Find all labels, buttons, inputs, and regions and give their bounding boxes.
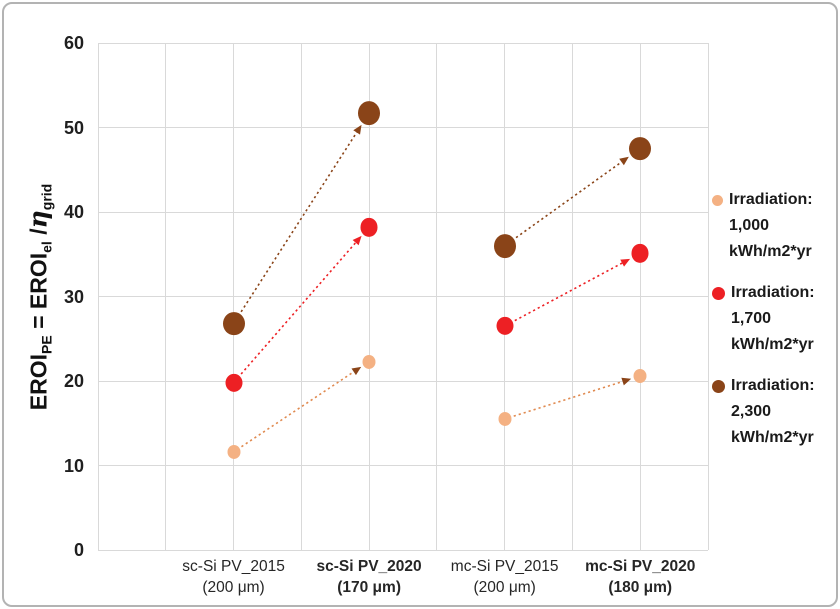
legend-label-1: Irradiation: 1,700 kWh/m2*yr	[731, 280, 815, 358]
data-point-s2-c2	[493, 233, 516, 258]
data-point-s1-c1	[360, 218, 378, 237]
h-gridline-50	[98, 127, 708, 128]
legend-label-line: Irradiation:	[729, 191, 813, 208]
data-point-s1-c0	[225, 373, 243, 392]
arrow-head-3	[620, 258, 631, 267]
v-gridline-8	[639, 43, 641, 550]
h-gridline-20	[98, 380, 708, 382]
legend-label-line: kWh/m2*yr	[729, 243, 812, 260]
data-point-s2-c3	[629, 136, 652, 161]
plot-area	[97, 42, 709, 551]
arrow-line-5	[515, 159, 625, 239]
arrow-head-1	[621, 377, 632, 386]
legend-label-line: kWh/m2*yr	[731, 336, 814, 353]
arrow-head-5	[619, 156, 629, 166]
h-gridline-10	[98, 465, 708, 466]
legend-label-0: Irradiation: 1,000 kWh/m2*yr	[729, 187, 813, 265]
x-category-label-1: sc-Si PV_2020 (170 μm)	[284, 556, 454, 598]
legend-label-2: Irradiation: 2,300 kWh/m2*yr	[731, 373, 815, 451]
x-category-line2: (200 μm)	[202, 579, 265, 596]
y-axis-title-part: el	[38, 241, 55, 253]
h-gridline-0	[98, 549, 708, 551]
h-gridline-30	[98, 296, 708, 297]
x-category-label-0: sc-Si PV_2015 (200 μm)	[149, 556, 319, 598]
y-axis-title-part: PE	[38, 335, 55, 355]
data-point-s0-c0	[227, 444, 241, 459]
legend: Irradiation: 1,000 kWh/m2*yr Irradiation: 1,…	[705, 0, 838, 609]
x-category-label-2: mc-Si PV_2015 (200 μm)	[420, 556, 590, 598]
arrow-line-2	[240, 239, 359, 375]
v-gridline-3	[300, 43, 302, 550]
legend-marker-icon-0	[712, 194, 723, 206]
y-tick-label-60: 60	[63, 33, 84, 53]
arrow-head-4	[353, 124, 362, 135]
x-category-line2: (200 μm)	[473, 579, 536, 596]
data-point-s2-c0	[222, 311, 245, 336]
x-category-line1: sc-Si PV_2020	[316, 558, 422, 575]
arrow-line-3	[514, 260, 626, 322]
arrow-head-0	[351, 366, 362, 376]
legend-entry-2: Irradiation: 2,300 kWh/m2*yr	[712, 373, 815, 451]
v-gridline-7	[571, 43, 573, 550]
v-gridline-2	[233, 43, 235, 550]
y-axis-title-part: /	[25, 228, 52, 242]
data-point-s1-c2	[496, 316, 514, 336]
data-point-s2-c1	[358, 101, 381, 125]
x-category-line2: (180 μm)	[608, 579, 673, 596]
x-category-line2: (170 μm)	[337, 579, 401, 596]
legend-label-line: Irradiation:	[731, 284, 815, 301]
y-tick-label-20: 20	[63, 371, 84, 391]
v-gridline-0	[97, 43, 99, 550]
legend-label-line: 1,700	[731, 310, 772, 327]
y-tick-label-0: 0	[73, 540, 84, 560]
legend-entry-0: Irradiation: 1,000 kWh/m2*yr	[712, 187, 813, 265]
h-gridline-60	[98, 42, 708, 44]
v-gridline-6	[504, 43, 506, 550]
v-gridline-9	[707, 43, 709, 550]
arrow-line-4	[240, 129, 359, 313]
legend-label-line: 1,000	[729, 217, 770, 234]
v-gridline-5	[436, 43, 438, 550]
data-point-s0-c2	[498, 412, 512, 427]
y-tick-label-50: 50	[63, 117, 84, 138]
legend-label-line: kWh/m2*yr	[731, 429, 814, 446]
legend-marker-icon-2	[712, 379, 725, 393]
x-category-label-3: mc-Si PV_2020 (180 μm)	[555, 556, 725, 598]
data-point-s0-c1	[362, 354, 376, 369]
legend-label-line: Irradiation:	[731, 377, 815, 394]
y-tick-label-40: 40	[63, 202, 84, 222]
y-tick-label-30: 30	[63, 286, 84, 307]
arrow-line-1	[513, 379, 626, 417]
data-point-s1-c3	[631, 244, 649, 263]
legend-entry-1: Irradiation: 1,700 kWh/m2*yr	[712, 280, 815, 358]
arrow-line-0	[241, 369, 357, 448]
x-category-line1: mc-Si PV_2020	[585, 558, 696, 575]
v-gridline-4	[368, 43, 370, 550]
legend-label-line: 2,300	[731, 403, 772, 420]
data-point-s0-c3	[633, 368, 647, 383]
v-gridline-1	[165, 43, 167, 550]
arrow-head-2	[352, 235, 362, 246]
h-gridline-40	[98, 211, 708, 213]
x-category-line1: mc-Si PV_2015	[450, 558, 559, 575]
trend-arrows	[240, 124, 632, 448]
legend-marker-icon-1	[712, 286, 725, 300]
y-tick-label-10: 10	[63, 455, 84, 476]
x-category-line1: sc-Si PV_2015	[182, 558, 285, 575]
